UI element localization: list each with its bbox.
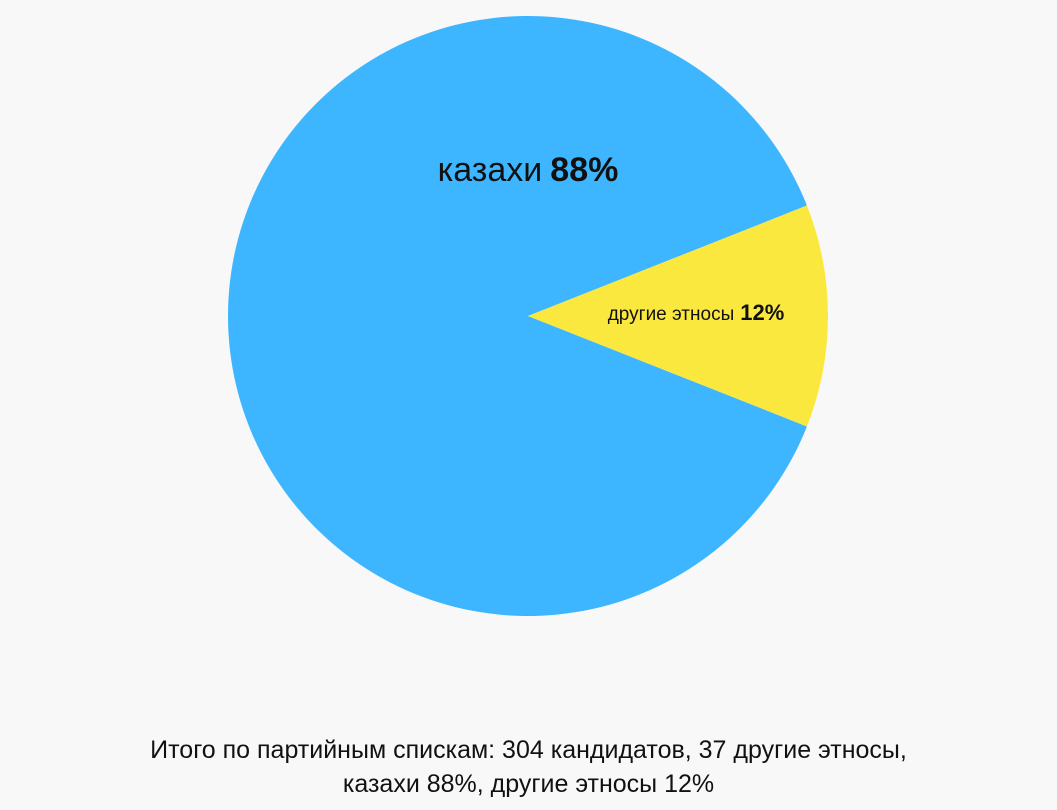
- caption-line-2: казахи 88%, другие этносы 12%: [342, 770, 715, 798]
- slice-label-other-ethnicities-name: другие этносы: [608, 304, 735, 325]
- pie-chart: казахи 88% другие этносы 12%: [227, 16, 828, 617]
- pie-slice-kazakhs: [227, 16, 807, 617]
- slice-label-kazakhs: казахи 88%: [438, 151, 619, 189]
- slice-label-other-ethnicities-value: 12%: [740, 300, 784, 325]
- slice-label-kazakhs-name: казахи: [438, 151, 543, 189]
- caption-line-1: Итого по партийным спискам: 304 кандидат…: [150, 736, 907, 764]
- pie-slice-other-ethnicities: [528, 205, 828, 427]
- chart-caption: Итого по партийным спискам: 304 кандидат…: [0, 733, 1057, 801]
- slice-label-other-ethnicities: другие этносы 12%: [608, 300, 785, 325]
- slice-label-kazakhs-value: 88%: [550, 151, 618, 189]
